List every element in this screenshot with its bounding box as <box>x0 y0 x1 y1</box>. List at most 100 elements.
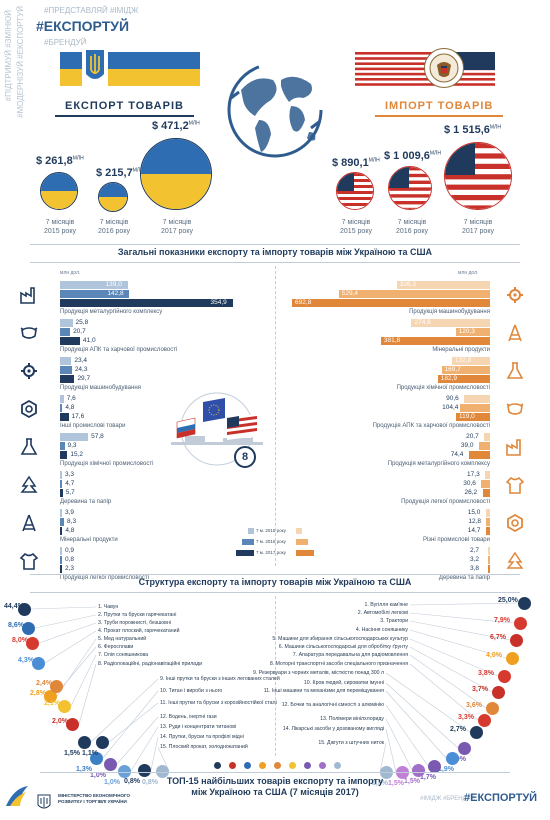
export-bar <box>60 404 63 413</box>
export-connector <box>102 690 159 759</box>
import-bar-value: 3,2 <box>470 556 480 564</box>
export-bar <box>60 433 89 441</box>
export-bar <box>60 509 62 517</box>
import-product-pct: 25,0% <box>498 597 518 604</box>
export-product-pct: 0,8% <box>142 779 158 786</box>
import-bar <box>441 366 490 375</box>
import-connector <box>409 646 493 693</box>
export-product-dot <box>66 718 79 731</box>
import-bar-value: 74,4 <box>450 451 464 459</box>
export-bar-value: 9,3 <box>67 442 77 450</box>
export-connector <box>44 630 97 664</box>
export-bar <box>60 281 128 289</box>
import-product-label: 6. Машини сільськогосподарські для оброб… <box>278 644 408 650</box>
divider <box>40 772 510 773</box>
import-bar <box>411 319 490 327</box>
import-product-label: 4. Насіння соняшнику <box>355 627 408 633</box>
export-bar-value: 57,8 <box>91 433 104 440</box>
export-bar-value: 3,9 <box>65 509 75 516</box>
hashtag-sub: #БРЕНДУЙ <box>44 38 87 47</box>
export-amount-2016: $ 215,7МЛН <box>96 167 144 179</box>
export-connector <box>150 736 159 771</box>
import-period-2015: 7 місяців 2015 року <box>340 219 372 235</box>
cow-wheat-icon <box>504 398 526 420</box>
import-connector <box>385 704 429 767</box>
export-amount-2015: $ 261,8МЛН <box>36 155 84 167</box>
export-bar <box>60 565 62 574</box>
export-bar-value: 2,3 <box>65 565 75 573</box>
export-bar <box>60 319 73 327</box>
export-product-pct: 44,4% <box>4 603 24 610</box>
import-bar <box>292 299 490 308</box>
export-product-label: 7. Олія соняшникова <box>98 652 149 658</box>
import-bar-value: 132,8 <box>455 357 472 364</box>
import-connector <box>409 620 511 641</box>
flask-icon <box>504 360 526 382</box>
import-category-label: Деревина та папір <box>438 574 490 581</box>
import-bar-value: 120,3 <box>458 328 475 336</box>
import-bar-value: 17,3 <box>467 471 480 478</box>
category-dot <box>319 762 326 769</box>
import-product-label: 1. Вугілля кам'яне <box>364 602 409 608</box>
import-product-label: 8. Моторні транспортні засоби спеціально… <box>269 661 408 667</box>
import-connector <box>409 629 507 659</box>
export-connector <box>62 646 97 687</box>
export-product-pct: 2,4% <box>36 680 52 687</box>
import-bar-value: 326,3 <box>399 281 417 288</box>
category-dot <box>214 762 221 769</box>
import-bar <box>485 471 490 479</box>
export-product-label: 11. Інші прутки та бруски з корозійності… <box>160 700 277 706</box>
import-category-label: Продукція металургійного комплексу <box>387 460 490 467</box>
export-bar <box>60 413 69 422</box>
export-product-dot <box>44 690 57 703</box>
import-product-dot <box>492 686 505 699</box>
import-product-dot <box>446 752 459 765</box>
export-period-2017: 7 місяців 2017 року <box>161 219 193 235</box>
export-category-label: Продукція машинобудування <box>60 384 141 391</box>
export-bar-value: 4,8 <box>65 404 75 412</box>
export-connector <box>70 654 97 707</box>
divider <box>30 574 520 575</box>
export-amount-2017: $ 471,2МЛН <box>152 120 200 132</box>
import-amount-2017: $ 1 515,6МЛН <box>444 124 501 136</box>
export-bar <box>60 471 62 479</box>
export-category-label: Деревина та папір <box>60 498 112 505</box>
export-bar <box>60 451 68 460</box>
import-bar-value: 182,9 <box>440 375 458 383</box>
import-bar <box>484 433 490 441</box>
export-bar-value: 29,7 <box>77 375 91 383</box>
import-connector <box>385 682 459 749</box>
import-product-label: 2. Автомобілі легкові <box>357 610 408 616</box>
import-bar <box>338 290 490 299</box>
export-product-dot <box>156 765 169 778</box>
import-bar-value: 274,8 <box>414 319 431 326</box>
import-product-pct: 1,9% <box>438 766 454 773</box>
tshirt-icon <box>504 474 526 496</box>
import-bar <box>468 451 490 460</box>
tree-icon <box>504 550 526 572</box>
category-dot <box>304 762 311 769</box>
export-bar <box>60 527 63 536</box>
export-product-dot <box>138 764 151 777</box>
export-product-dot <box>50 680 63 693</box>
usa-circle-2015 <box>336 172 374 210</box>
hashtags-top: #ПРЕДСТАВЛЯЙ #ІМІДЖ <box>44 6 139 15</box>
import-product-label: 3. Трактори <box>380 618 408 624</box>
import-bar-value: 90,6 <box>446 395 459 402</box>
import-connector <box>409 654 487 709</box>
import-connector <box>409 663 479 721</box>
import-bar-value: 26,2 <box>464 489 478 497</box>
import-product-label: 13. Полімери вінілхлориду <box>320 716 384 722</box>
import-category-label: Різні промислові товари <box>422 536 490 543</box>
export-product-pct: 1,3% <box>76 766 92 773</box>
import-connector <box>385 690 447 759</box>
export-title: ЕКСПОРТ ТОВАРІВ <box>55 97 194 117</box>
category-dot <box>229 762 236 769</box>
import-product-pct: 1,5% <box>372 780 388 787</box>
import-bar-value: 2,7 <box>470 547 480 554</box>
import-connector <box>385 728 397 773</box>
import-product-dot <box>428 760 441 773</box>
category-dot <box>244 762 251 769</box>
export-bar <box>60 328 71 337</box>
import-bar-value: 692,8 <box>295 299 312 307</box>
